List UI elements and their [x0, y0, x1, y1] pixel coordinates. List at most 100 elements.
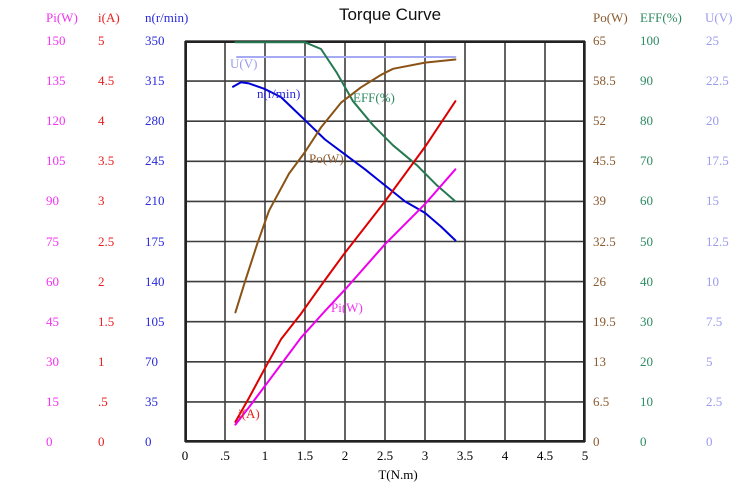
- pi-axis-tick-label: 75: [46, 233, 59, 249]
- eff-axis-tick-label: 100: [640, 33, 660, 48]
- pi-axis-tick-label: 135: [46, 73, 66, 89]
- pi-curve-label: Pi(W): [331, 300, 363, 315]
- i-axis-tick-label: 4.5: [98, 73, 115, 89]
- po-axis-tick-label: 6.5: [593, 393, 610, 409]
- po-axis-tick-label: 45.5: [593, 153, 616, 169]
- po-axis-tick-label: 65: [593, 33, 606, 48]
- n-axis-tick-label: 210: [145, 193, 165, 209]
- i-axis-tick-label: 3: [98, 193, 105, 209]
- i-axis-tick-label: .5: [98, 393, 108, 409]
- u-axis-tick-label: 22.5: [706, 73, 729, 89]
- u-axis-tick-label: 17.5: [706, 153, 729, 169]
- pi-axis-tick-label: 45: [46, 313, 59, 329]
- pi-axis-tick-label: 105: [46, 153, 66, 169]
- eff-curve-label: EFF(%): [353, 90, 395, 105]
- eff-axis-header: EFF(%): [640, 10, 682, 25]
- n-axis-tick-label: 140: [145, 273, 165, 289]
- po-axis-tick-label: 52: [593, 113, 606, 129]
- x-axis-tick-label: 5: [581, 448, 589, 463]
- po-axis-tick-label: 32.5: [593, 233, 616, 249]
- i-curve: [234, 100, 457, 423]
- eff-axis-tick-label: 90: [640, 73, 653, 89]
- i-axis-header: i(A): [98, 10, 120, 25]
- plot-border: [185, 41, 585, 442]
- chart-title: Torque Curve: [338, 5, 442, 24]
- u-axis-tick-label: 5: [706, 353, 713, 369]
- n-axis-tick-label: 70: [145, 353, 158, 369]
- po-axis-tick-label: 0: [593, 434, 600, 449]
- eff-axis-tick-label: 0: [640, 434, 647, 449]
- x-axis-tick-label: 3: [421, 448, 429, 463]
- po-axis-header: Po(W): [593, 10, 628, 25]
- eff-axis-tick-label: 10: [640, 393, 653, 409]
- pi-axis-tick-label: 60: [46, 273, 59, 289]
- n-axis-tick-label: 0: [145, 434, 152, 449]
- i-axis-tick-label: 2: [98, 273, 105, 289]
- i-axis-tick-label: 5: [98, 33, 105, 48]
- n-axis-tick-label: 35: [145, 393, 158, 409]
- u-axis-tick-label: 2.5: [706, 393, 723, 409]
- pi-axis-tick-label: 15: [46, 393, 59, 409]
- pi-curve: [234, 168, 457, 426]
- eff-axis-tick-label: 70: [640, 153, 653, 169]
- x-axis-tick-label: 1.5: [296, 448, 314, 463]
- n-axis-tick-label: 175: [145, 233, 165, 249]
- u-axis-header: U(V): [705, 10, 733, 25]
- eff-axis-tick-label: 80: [640, 113, 653, 129]
- x-axis-tick-label: 4.5: [536, 448, 554, 463]
- i-axis-tick-label: 3.5: [98, 153, 115, 169]
- po-axis-tick-label: 39: [593, 193, 606, 209]
- po-axis-tick-label: 58.5: [593, 73, 616, 89]
- u-axis-tick-label: 12.5: [706, 233, 729, 249]
- n-curve: [232, 81, 457, 242]
- x-axis-tick-label: 1: [261, 448, 269, 463]
- pi-axis-tick-label: 90: [46, 193, 59, 209]
- pi-axis-tick-label: 0: [46, 434, 53, 449]
- x-axis-tick-label: 3.5: [456, 448, 474, 463]
- i-curve-label: i(A): [238, 406, 260, 421]
- n-axis-tick-label: 315: [145, 73, 165, 89]
- x-axis-tick-label: 2.5: [376, 448, 394, 463]
- i-axis-tick-label: 2.5: [98, 233, 115, 249]
- x-axis-tick-label: 4: [501, 448, 509, 463]
- u-axis-tick-label: 10: [706, 273, 719, 289]
- n-axis-tick-label: 280: [145, 113, 165, 129]
- n-curve-label: n(r/min): [257, 86, 301, 101]
- n-axis-header: n(r/min): [145, 10, 189, 25]
- u-axis-tick-label: 0: [706, 434, 713, 449]
- x-axis-tick-label: 2: [341, 448, 349, 463]
- n-axis-tick-label: 105: [145, 313, 165, 329]
- u-axis-tick-label: 7.5: [706, 313, 723, 329]
- eff-axis-tick-label: 50: [640, 233, 653, 249]
- u-curve-label: U(V): [230, 56, 258, 71]
- plot-grid-and-curves: [184, 40, 586, 443]
- eff-axis-tick-label: 30: [640, 313, 653, 329]
- plot-area: U(V) n(r/min) EFF(%) Po(W) Pi(W) i(A): [184, 40, 586, 443]
- pi-axis-tick-label: 150: [46, 33, 66, 48]
- po-axis-tick-label: 19.5: [593, 313, 616, 329]
- u-axis-tick-label: 15: [706, 193, 719, 209]
- u-axis-tick-label: 20: [706, 113, 719, 129]
- i-axis-tick-label: 0: [98, 434, 105, 449]
- u-axis-tick-label: 25: [706, 33, 719, 48]
- i-axis-tick-label: 1.5: [98, 313, 115, 329]
- pi-axis-tick-label: 30: [46, 353, 59, 369]
- x-axis-tick-label: 0: [181, 448, 189, 463]
- eff-curve: [234, 41, 457, 203]
- n-axis-tick-label: 350: [145, 33, 165, 48]
- pi-axis-tick-label: 120: [46, 113, 66, 129]
- i-axis-tick-label: 4: [98, 113, 105, 129]
- po-axis-tick-label: 13: [593, 353, 606, 369]
- eff-axis-tick-label: 40: [640, 273, 653, 289]
- eff-axis-tick-label: 60: [640, 193, 653, 209]
- i-axis-tick-label: 1: [98, 353, 105, 369]
- n-axis-tick-label: 245: [145, 153, 165, 169]
- eff-axis-tick-label: 20: [640, 353, 653, 369]
- x-axis-tick-label: .5: [220, 448, 230, 463]
- x-axis-title: T(N.m): [378, 467, 418, 482]
- pi-axis-header: Pi(W): [46, 10, 78, 25]
- po-curve: [234, 58, 457, 314]
- po-curve-label: Po(W): [309, 151, 344, 166]
- po-axis-tick-label: 26: [593, 273, 606, 289]
